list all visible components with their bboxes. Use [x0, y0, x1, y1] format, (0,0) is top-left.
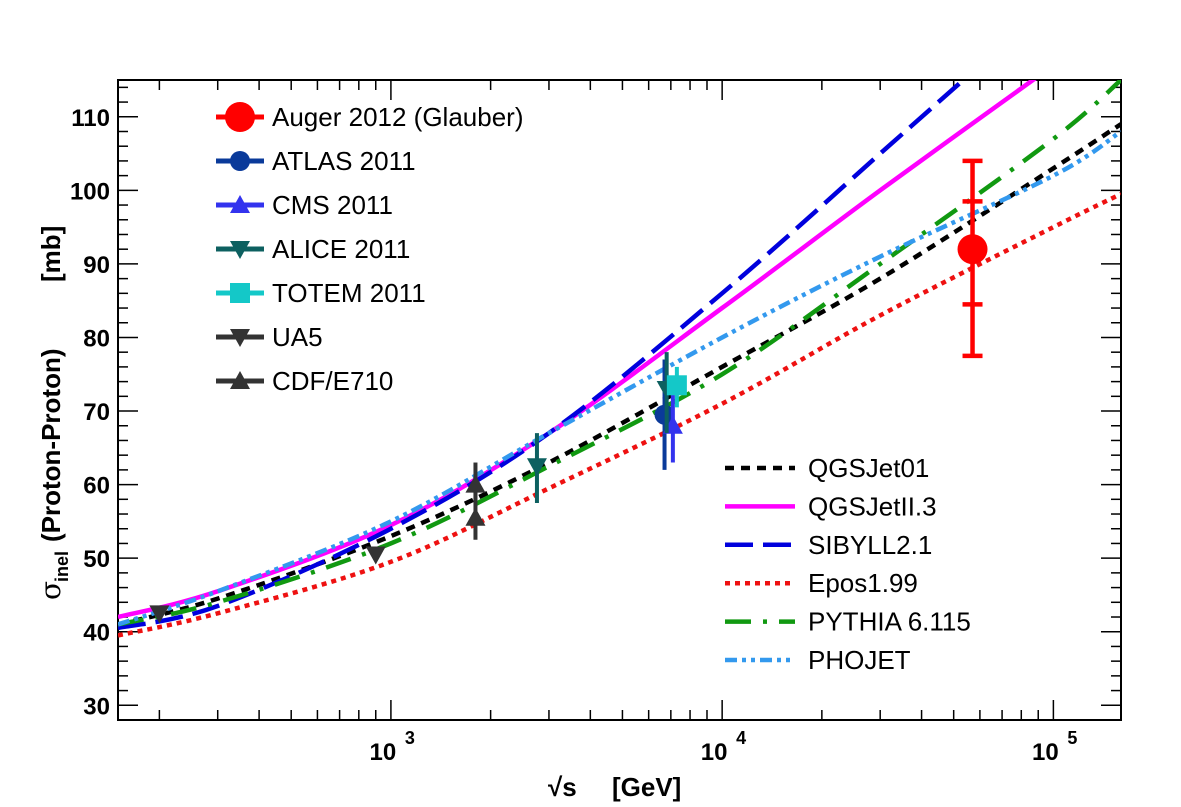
- data-point: [654, 404, 675, 425]
- y-tick-label: 50: [83, 546, 110, 573]
- data-point: [957, 234, 988, 265]
- data-point: [465, 507, 486, 526]
- legend-label: SIBYLL2.1: [808, 530, 932, 560]
- legend-marker: [230, 371, 250, 389]
- x-tick-label-exponent: 4: [736, 728, 746, 748]
- model-curve-epos1-99: [118, 191, 1121, 638]
- legend-label: QGSJet01: [808, 453, 929, 483]
- legend-label: TOTEM 2011: [272, 278, 426, 308]
- y-tick-label: 90: [83, 252, 110, 279]
- y-tick-label: 100: [70, 178, 110, 205]
- model-curve-sibyll2-1: [118, 80, 967, 631]
- legend-item-ua5: UA5: [216, 322, 323, 352]
- legend-marker: [230, 151, 250, 171]
- legend-measurements: Auger 2012 (Glauber) ATLAS 2011 CMS 2011 AL…: [216, 102, 523, 396]
- y-axis-title-main: (Proton-Proton): [36, 348, 66, 542]
- legend-marker: [230, 195, 250, 213]
- legend-item-cms-2011: CMS 2011: [216, 190, 393, 220]
- model-curve-qgsjet01: [118, 122, 1121, 627]
- x-tick-label: 10 5: [1032, 728, 1077, 766]
- legend-item-phojet: PHOJET: [725, 645, 911, 675]
- legend-label: Auger 2012 (Glauber): [272, 102, 523, 132]
- x-axis-title-root: √s: [548, 772, 577, 802]
- series-cdf-e710: [465, 462, 486, 540]
- legend-label: PYTHIA 6.115: [808, 607, 971, 637]
- legend-item-qgsjetii-3: QGSJetII.3: [725, 491, 937, 521]
- series-atlas-2011: [654, 359, 675, 470]
- x-tick-label-exponent: 5: [1067, 728, 1077, 748]
- y-axis-title: σ inel (Proton-Proton) [mb]: [34, 226, 72, 600]
- legend-item-sibyll2-1: SIBYLL2.1: [725, 530, 932, 560]
- series-ua5: [149, 546, 386, 624]
- y-tick-label: 40: [83, 620, 110, 647]
- legend-label: Epos1.99: [808, 568, 918, 598]
- data-point: [666, 375, 687, 396]
- y-tick-label: 110: [71, 105, 110, 132]
- legend-label: UA5: [272, 322, 323, 352]
- legend-item-qgsjet01: QGSJet01: [725, 453, 929, 483]
- data-point: [365, 546, 386, 565]
- y-axis-title-subscript: inel: [52, 551, 72, 582]
- series-totem-2011: [666, 366, 687, 408]
- data-point: [465, 474, 486, 493]
- data-point: [526, 458, 547, 477]
- x-axis-title: √s [GeV]: [548, 772, 681, 802]
- model-curve-pythia-6-115: [118, 80, 1121, 627]
- legend-label: PHOJET: [808, 645, 911, 675]
- x-tick-label: 10 4: [701, 728, 746, 766]
- y-tick-label: 80: [83, 325, 110, 352]
- legend-marker: [230, 241, 250, 259]
- legend-label: ATLAS 2011: [272, 146, 416, 176]
- x-tick-label-exponent: 3: [405, 728, 415, 748]
- legend-label: CDF/E710: [272, 366, 393, 396]
- legend-models: QGSJet01 QGSJetII.3 SIBYLL2.1 Epos1.99 PYTHI…: [725, 453, 971, 675]
- x-tick-label-base: 10: [370, 739, 397, 766]
- y-tick-label: 30: [83, 693, 110, 720]
- model-curve-phojet: [118, 129, 1121, 627]
- legend-item-totem-2011: TOTEM 2011: [216, 278, 426, 308]
- series-alice-2011: [526, 352, 677, 503]
- legend-marker: [225, 102, 255, 132]
- legend-label: ALICE 2011: [272, 234, 410, 264]
- legend-item-alice-2011: ALICE 2011: [216, 234, 410, 264]
- y-axis-title-sigma: σ: [34, 581, 67, 600]
- model-curves: [118, 80, 1121, 638]
- x-tick-label-base: 10: [701, 739, 728, 766]
- legend-item-epos1-99: Epos1.99: [725, 568, 918, 598]
- data-point: [149, 605, 170, 624]
- x-axis-title-unit: [GeV]: [612, 772, 681, 802]
- legend-item-atlas-2011: ATLAS 2011: [216, 146, 416, 176]
- legend-label: QGSJetII.3: [808, 491, 937, 521]
- y-tick-label: 60: [83, 473, 110, 500]
- legend-marker: [230, 283, 250, 303]
- series-auger-2012-glauber: [957, 158, 988, 359]
- legend-label: CMS 2011: [272, 190, 393, 220]
- legend-item-cdf-e710: CDF/E710: [216, 366, 393, 396]
- x-tick-label-base: 10: [1032, 739, 1059, 766]
- legend-item-pythia-6-115: PYTHIA 6.115: [725, 607, 971, 637]
- y-axis-title-unit: [mb]: [36, 226, 66, 282]
- measurement-points: [149, 158, 988, 624]
- legend-marker: [230, 329, 250, 347]
- legend-item-auger-2012-glauber: Auger 2012 (Glauber): [216, 102, 523, 132]
- x-tick-label: 10 3: [370, 728, 415, 766]
- plot-frame: [117, 79, 1122, 721]
- y-tick-label: 70: [83, 399, 110, 426]
